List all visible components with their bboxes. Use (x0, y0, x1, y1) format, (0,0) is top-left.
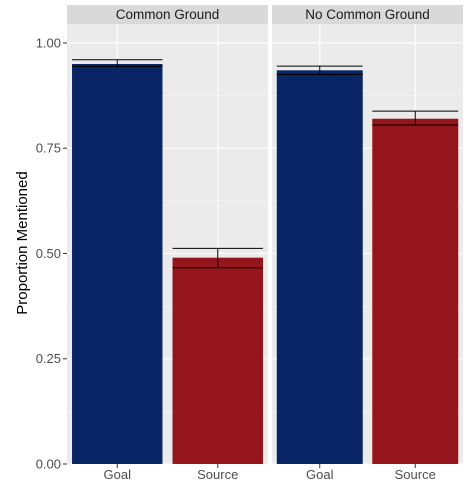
error-bar (372, 110, 459, 126)
facet-strip (272, 5, 463, 24)
y-tick-label: 1.00 (36, 35, 61, 50)
y-tick-label: 0.75 (36, 141, 61, 156)
x-tick-label: Goal (306, 467, 334, 479)
facet-panels: Common Ground Goal Source No Common Ground G… (67, 5, 463, 482)
bar-goal (72, 64, 163, 464)
error-bar (172, 247, 263, 269)
y-axis-title: Proportion Mentioned (14, 171, 31, 314)
bar-source (172, 257, 263, 464)
y-axis: 0.00 0.25 0.50 0.75 1.00 (36, 35, 67, 472)
y-tick-label: 0.50 (36, 246, 61, 261)
x-tick-label: Goal (104, 467, 132, 479)
facet-strip-label: No Common Ground (305, 7, 430, 22)
bar-source (372, 118, 459, 464)
error-bar (276, 65, 363, 76)
facet-panel: No Common Ground Goal Source (272, 5, 463, 482)
facet-strip (67, 5, 268, 24)
x-tick-label: Source (395, 467, 436, 479)
bar-goal (276, 70, 363, 464)
x-tick-label: Source (197, 467, 238, 479)
error-bar (72, 59, 163, 68)
y-tick-label: 0.00 (36, 457, 61, 472)
facet-panel: Common Ground Goal Source (67, 5, 268, 482)
y-tick-label: 0.25 (36, 351, 61, 366)
facet-strip-label: Common Ground (116, 7, 220, 22)
